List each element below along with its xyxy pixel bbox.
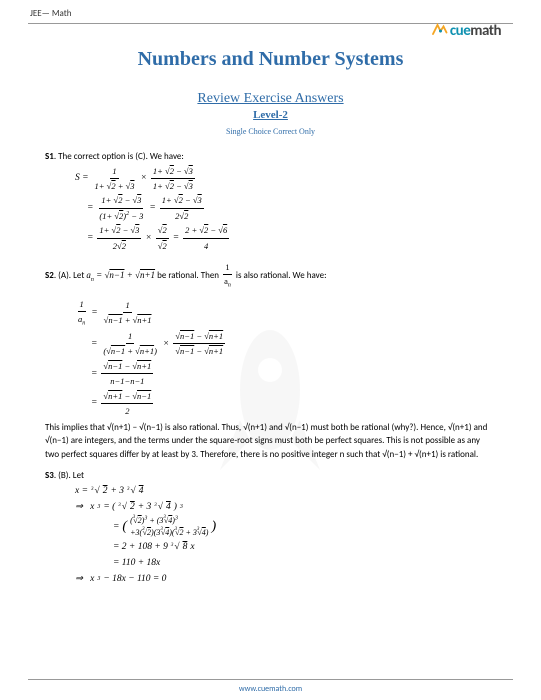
problem-s2: S2. (A). Let an = √n−1 + √n+1 be rationa… (45, 261, 496, 461)
s2-label: S2 (45, 270, 54, 281)
logo-text: cuemath (450, 22, 501, 40)
problem-s1: S1. The correct option is (C). We have: … (45, 150, 496, 253)
divider-bottom (28, 679, 513, 680)
logo-math: math (470, 22, 501, 40)
s2-explain: This implies that √(n+1) − √(n−1) is als… (45, 421, 496, 462)
s3-intro: . (B). Let (54, 470, 84, 481)
s3-label: S3 (45, 470, 54, 481)
s3-math: x = 3√2 + 33√4 ⇒ x3 = (3√2 + 33√4)3 = ( … (45, 483, 496, 588)
header-course: JEE— Math (0, 0, 541, 23)
s2-intro-a: . (A). Let (54, 270, 87, 281)
logo-cue: cue (450, 22, 470, 40)
problem-s3: S3. (B). Let x = 3√2 + 33√4 ⇒ x3 = (3√2 … (45, 469, 496, 587)
s2-intro-c: is also rational. We have: (236, 270, 327, 281)
logo-icon (430, 22, 448, 40)
content-body: S1. The correct option is (C). We have: … (0, 136, 541, 587)
s1-intro: . The correct option is (C). We have: (54, 151, 184, 162)
subtitle-main: Review Exercise Answers (0, 91, 541, 107)
s1-math: S = 11+ √2 + √3 × 1+ √2 − √31+ √2 − √3 =… (45, 164, 496, 254)
subtitle-level: Level-2 (0, 109, 541, 121)
s2-intro-b: be rational. Then (157, 270, 221, 281)
subtitle-note: Single Choice Correct Only (0, 127, 541, 136)
footer-link: www.cuemath.com (0, 684, 541, 694)
page-title: Numbers and Number Systems (0, 48, 541, 71)
s2-math: 1an = 1√n−1 + √n+1 = 1(√n−1 + √n+1) × √n… (45, 297, 496, 419)
subtitle-block: Review Exercise Answers Level-2 Single C… (0, 91, 541, 136)
s1-label: S1 (45, 151, 54, 162)
logo: cuemath (430, 22, 501, 40)
